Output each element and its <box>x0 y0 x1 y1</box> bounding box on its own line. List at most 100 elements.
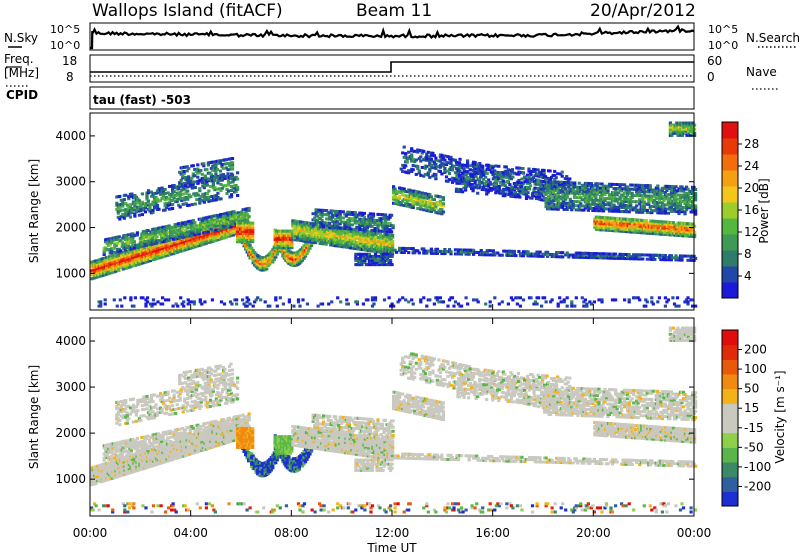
power-cell <box>164 225 168 229</box>
power-cell <box>524 189 528 193</box>
power-cell <box>221 218 226 222</box>
power-cell <box>413 196 417 199</box>
power-cell <box>469 164 473 168</box>
power-cell <box>230 167 235 171</box>
power-cell <box>391 244 395 248</box>
power-cell <box>361 213 365 217</box>
power-cell <box>438 155 442 159</box>
power-cell <box>127 195 131 199</box>
power-cell <box>275 252 279 256</box>
power-cell <box>376 225 380 229</box>
power-cell <box>314 208 318 212</box>
power-cell <box>240 240 244 244</box>
power-cell <box>226 168 230 172</box>
power-cell <box>388 222 392 225</box>
power-cell <box>591 186 595 190</box>
power-cell <box>567 204 571 207</box>
power-cell <box>553 169 557 173</box>
power-cell <box>419 159 423 163</box>
power-cell <box>246 213 250 217</box>
power-cell <box>405 200 409 204</box>
power-cell <box>233 226 237 230</box>
power-cell <box>404 198 408 202</box>
power-cell <box>234 175 238 179</box>
power-cell <box>591 209 595 212</box>
power-cell <box>579 196 583 200</box>
power-cell <box>191 219 195 223</box>
power-cell <box>224 235 228 239</box>
power-cell <box>221 216 226 220</box>
power-cell <box>334 211 338 215</box>
power-cell <box>498 171 502 175</box>
power-cell <box>539 189 543 193</box>
power-cell <box>131 236 135 240</box>
power-cell <box>478 170 482 174</box>
power-cell <box>680 258 684 262</box>
power-cell <box>446 169 450 173</box>
power-cell <box>380 223 385 227</box>
power-cell <box>214 166 218 170</box>
power-cell <box>550 195 554 199</box>
power-cell <box>547 182 551 186</box>
power-cell <box>268 260 272 264</box>
power-cell <box>556 251 560 255</box>
power-cell <box>155 241 159 245</box>
power-cell <box>197 179 201 183</box>
power-cell <box>354 236 358 240</box>
power-cell <box>228 181 232 185</box>
power-cell <box>568 189 572 193</box>
power-cell <box>167 238 171 242</box>
power-cell <box>178 224 182 228</box>
power-cell <box>216 195 220 199</box>
power-cell <box>344 220 348 224</box>
power-cell <box>544 175 548 179</box>
power-cell <box>562 191 566 195</box>
power-cell <box>127 213 131 217</box>
power-cell <box>171 202 175 206</box>
power-cell <box>528 180 533 183</box>
power-cell <box>515 186 519 190</box>
power-cell <box>610 199 615 203</box>
power-cell <box>671 256 675 260</box>
power-cell <box>185 169 189 173</box>
power-cell <box>196 193 200 197</box>
power-cell <box>229 225 233 229</box>
power-cell <box>440 208 444 212</box>
power-cell <box>512 171 516 175</box>
power-cell <box>526 250 530 254</box>
power-cell <box>588 204 592 208</box>
power-cell <box>419 173 423 177</box>
power-cell <box>641 253 645 257</box>
power-cell <box>455 181 459 185</box>
power-cell <box>169 236 173 240</box>
power-cell <box>121 202 125 206</box>
power-cell <box>185 165 189 169</box>
power-cell <box>521 254 526 258</box>
power-cell <box>181 223 185 227</box>
power-cell <box>404 196 408 200</box>
power-cell <box>251 231 255 235</box>
power-cell <box>187 175 191 179</box>
power-cell <box>207 189 211 193</box>
power-cell <box>396 198 400 202</box>
power-cell <box>342 235 346 239</box>
power-cell <box>380 213 385 217</box>
power-cell <box>149 190 154 194</box>
power-cell <box>574 204 578 208</box>
power-cell <box>536 180 540 184</box>
power-cell <box>188 230 192 234</box>
power-cell <box>547 207 551 211</box>
power-cell <box>272 258 276 262</box>
power-cell <box>196 175 200 179</box>
power-cell <box>347 239 351 243</box>
power-cell <box>404 202 408 206</box>
power-cell <box>417 203 421 207</box>
power-cell <box>469 184 473 188</box>
power-cell <box>381 259 385 262</box>
power-cell <box>546 254 550 258</box>
power-cell <box>107 247 111 251</box>
power-cell <box>137 213 141 217</box>
power-cell <box>251 236 255 240</box>
power-cell <box>428 175 432 179</box>
power-cell <box>462 180 466 184</box>
